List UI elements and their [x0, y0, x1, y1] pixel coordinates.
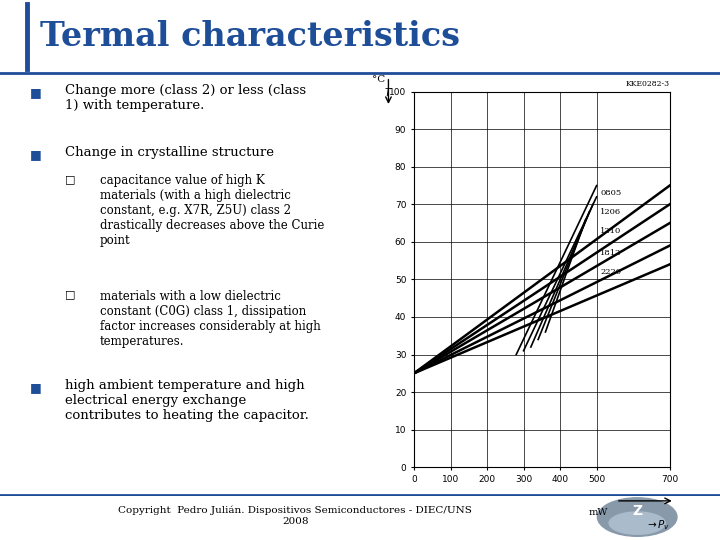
Text: mW: mW [588, 508, 608, 517]
Text: Change in crystalline structure: Change in crystalline structure [65, 146, 274, 159]
Text: Termal characteristics: Termal characteristics [40, 20, 459, 53]
Text: $T$: $T$ [384, 86, 392, 98]
Text: KKE0282-3: KKE0282-3 [626, 80, 670, 88]
Ellipse shape [598, 498, 677, 536]
Text: □: □ [65, 290, 76, 300]
Text: Change more (class 2) or less (class
1) with temperature.: Change more (class 2) or less (class 1) … [65, 84, 306, 112]
Text: materials with a low dielectric
constant (C0G) class 1, dissipation
factor incre: materials with a low dielectric constant… [100, 290, 320, 348]
Text: 1210: 1210 [600, 227, 621, 235]
Text: °C: °C [372, 75, 385, 84]
Text: ■: ■ [30, 148, 42, 161]
Text: 1206: 1206 [600, 208, 621, 216]
Text: Copyright  Pedro Julián. Dispositivos Semiconductores - DIEC/UNS
2008: Copyright Pedro Julián. Dispositivos Sem… [118, 505, 472, 525]
Text: ■: ■ [30, 86, 42, 99]
Ellipse shape [609, 512, 665, 534]
Text: 0805: 0805 [600, 189, 621, 197]
Text: □: □ [65, 174, 76, 184]
Text: capacitance value of high K
materials (with a high dielectric
constant, e.g. X7R: capacitance value of high K materials (w… [100, 174, 324, 247]
Text: high ambient temperature and high
electrical energy exchange
contributes to heat: high ambient temperature and high electr… [65, 379, 309, 422]
Text: 2220: 2220 [600, 268, 621, 276]
Text: 1812: 1812 [600, 249, 621, 257]
Text: Z: Z [632, 504, 642, 518]
Text: ■: ■ [30, 381, 42, 394]
Text: $\rightarrow P_v$: $\rightarrow P_v$ [645, 518, 671, 531]
